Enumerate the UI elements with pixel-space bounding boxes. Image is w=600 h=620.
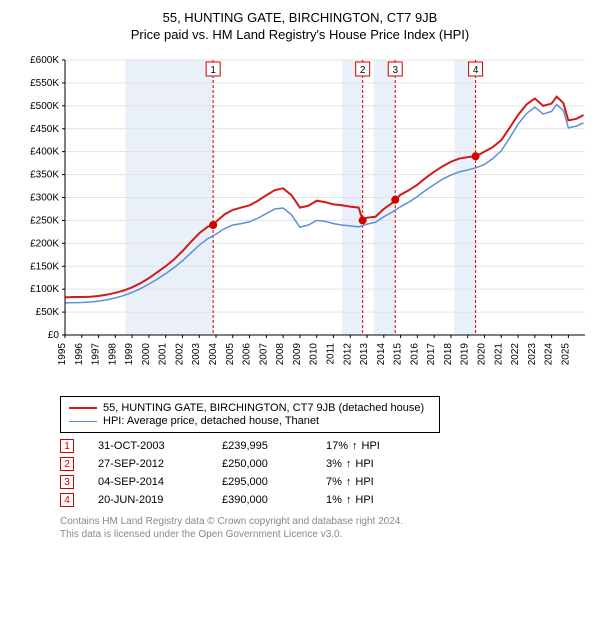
sale-marker: 1 bbox=[60, 439, 74, 453]
up-arrow-icon: ↑ bbox=[346, 458, 352, 470]
svg-text:2: 2 bbox=[360, 65, 366, 76]
svg-text:£600K: £600K bbox=[30, 55, 59, 66]
sale-marker: 2 bbox=[60, 457, 74, 471]
svg-text:1999: 1999 bbox=[124, 343, 135, 366]
legend-swatch bbox=[69, 421, 97, 422]
chart-svg: £0 £50K £100K £150K £200K £250K £300K £350K £400… bbox=[10, 50, 590, 390]
svg-text:2011: 2011 bbox=[325, 343, 336, 365]
sale-price: £239,995 bbox=[222, 440, 302, 452]
sale-price: £390,000 bbox=[222, 494, 302, 506]
legend-label: HPI: Average price, detached house, Than… bbox=[103, 415, 319, 427]
title-subtitle: Price paid vs. HM Land Registry's House … bbox=[10, 27, 590, 42]
sale-marker: 4 bbox=[60, 493, 74, 507]
footer-line-2: This data is licensed under the Open Gov… bbox=[60, 528, 590, 541]
title-address: 55, HUNTING GATE, BIRCHINGTON, CT7 9JB bbox=[10, 10, 590, 25]
chart-area: £0 £50K £100K £150K £200K £250K £300K £350K £400… bbox=[10, 50, 590, 390]
svg-text:2003: 2003 bbox=[191, 343, 202, 366]
svg-text:2005: 2005 bbox=[225, 343, 236, 366]
svg-text:3: 3 bbox=[392, 65, 398, 76]
sale-price: £250,000 bbox=[222, 458, 302, 470]
svg-text:£450K: £450K bbox=[30, 124, 59, 135]
sale-row: 4 20-JUN-2019 £390,000 1%↑HPI bbox=[60, 493, 590, 507]
sale-pct: 7%↑HPI bbox=[326, 476, 426, 488]
sale-pct: 17%↑HPI bbox=[326, 440, 426, 452]
svg-text:£300K: £300K bbox=[30, 193, 59, 204]
legend-swatch bbox=[69, 407, 97, 409]
svg-text:2012: 2012 bbox=[342, 343, 353, 366]
svg-text:2000: 2000 bbox=[141, 343, 152, 366]
svg-text:2002: 2002 bbox=[174, 343, 185, 366]
svg-text:£0: £0 bbox=[48, 330, 60, 341]
svg-text:£50K: £50K bbox=[36, 307, 60, 318]
svg-text:1: 1 bbox=[210, 65, 216, 76]
svg-text:2007: 2007 bbox=[258, 343, 269, 366]
svg-text:£350K: £350K bbox=[30, 170, 59, 181]
up-arrow-icon: ↑ bbox=[346, 476, 352, 488]
legend-item: 55, HUNTING GATE, BIRCHINGTON, CT7 9JB (… bbox=[69, 402, 431, 414]
legend: 55, HUNTING GATE, BIRCHINGTON, CT7 9JB (… bbox=[60, 396, 440, 433]
sale-marker: 3 bbox=[60, 475, 74, 489]
svg-text:£550K: £550K bbox=[30, 78, 59, 89]
svg-text:2025: 2025 bbox=[560, 343, 571, 366]
legend-label: 55, HUNTING GATE, BIRCHINGTON, CT7 9JB (… bbox=[103, 402, 424, 414]
sale-date: 20-JUN-2019 bbox=[98, 494, 198, 506]
svg-text:4: 4 bbox=[473, 65, 479, 76]
svg-text:1995: 1995 bbox=[57, 343, 68, 366]
svg-text:1996: 1996 bbox=[74, 343, 85, 366]
svg-text:2018: 2018 bbox=[443, 343, 454, 366]
sale-row: 1 31-OCT-2003 £239,995 17%↑HPI bbox=[60, 439, 590, 453]
svg-text:2023: 2023 bbox=[527, 343, 538, 366]
sale-date: 31-OCT-2003 bbox=[98, 440, 198, 452]
svg-text:£500K: £500K bbox=[30, 101, 59, 112]
svg-text:2010: 2010 bbox=[309, 343, 320, 366]
svg-text:2020: 2020 bbox=[476, 343, 487, 366]
sale-row: 3 04-SEP-2014 £295,000 7%↑HPI bbox=[60, 475, 590, 489]
svg-text:2001: 2001 bbox=[158, 343, 169, 366]
svg-text:£250K: £250K bbox=[30, 215, 59, 226]
sales-table: 1 31-OCT-2003 £239,995 17%↑HPI 2 27-SEP-2012 £… bbox=[60, 439, 590, 507]
svg-text:1997: 1997 bbox=[91, 343, 102, 366]
sale-pct: 1%↑HPI bbox=[326, 494, 426, 506]
svg-text:2004: 2004 bbox=[208, 343, 219, 366]
svg-text:1998: 1998 bbox=[107, 343, 118, 366]
up-arrow-icon: ↑ bbox=[346, 494, 352, 506]
svg-text:2019: 2019 bbox=[460, 343, 471, 366]
sale-date: 04-SEP-2014 bbox=[98, 476, 198, 488]
svg-text:£400K: £400K bbox=[30, 147, 59, 158]
sale-row: 2 27-SEP-2012 £250,000 3%↑HPI bbox=[60, 457, 590, 471]
up-arrow-icon: ↑ bbox=[352, 440, 358, 452]
svg-text:2015: 2015 bbox=[393, 343, 404, 366]
svg-text:2013: 2013 bbox=[359, 343, 370, 366]
svg-text:£100K: £100K bbox=[30, 284, 59, 295]
svg-text:2014: 2014 bbox=[376, 343, 387, 366]
svg-text:2016: 2016 bbox=[409, 343, 420, 366]
svg-text:2021: 2021 bbox=[493, 343, 504, 366]
footer-attribution: Contains HM Land Registry data © Crown c… bbox=[60, 515, 590, 541]
sale-date: 27-SEP-2012 bbox=[98, 458, 198, 470]
svg-text:2024: 2024 bbox=[544, 343, 555, 366]
svg-text:2008: 2008 bbox=[275, 343, 286, 366]
svg-text:2017: 2017 bbox=[426, 343, 437, 366]
svg-text:2006: 2006 bbox=[242, 343, 253, 366]
svg-text:£200K: £200K bbox=[30, 238, 59, 249]
footer-line-1: Contains HM Land Registry data © Crown c… bbox=[60, 515, 590, 528]
svg-text:2022: 2022 bbox=[510, 343, 521, 366]
legend-item: HPI: Average price, detached house, Than… bbox=[69, 415, 431, 427]
sale-pct: 3%↑HPI bbox=[326, 458, 426, 470]
svg-text:£150K: £150K bbox=[30, 261, 59, 272]
sale-price: £295,000 bbox=[222, 476, 302, 488]
svg-text:2009: 2009 bbox=[292, 343, 303, 366]
